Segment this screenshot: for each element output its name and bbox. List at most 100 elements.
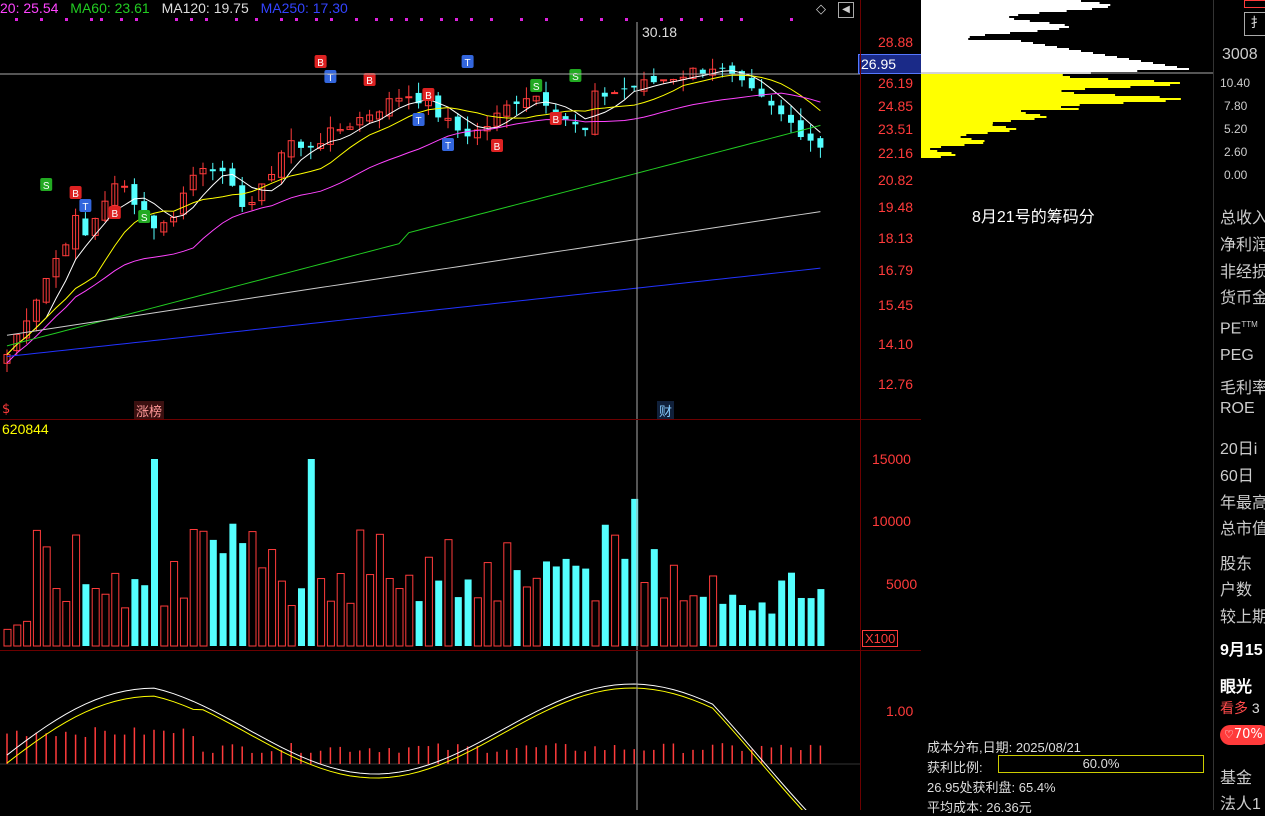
volume-bar	[543, 561, 550, 646]
volume-bar	[473, 597, 482, 647]
candle-body	[258, 183, 266, 202]
candle-body	[395, 97, 403, 102]
chip-bar	[921, 50, 1081, 52]
event-marker-list[interactable]: 涨榜	[134, 401, 165, 420]
ma120-line	[6, 211, 821, 336]
volume-bar	[346, 602, 355, 647]
ma120-legend: MA120: 19.75	[161, 0, 249, 16]
signal-marker-label: T	[82, 202, 88, 213]
signal-marker-label: B	[425, 91, 432, 102]
info-net-profit: 净利润	[1220, 237, 1265, 254]
candle-body	[317, 143, 325, 149]
candle-body	[709, 68, 717, 76]
candle-body	[513, 101, 520, 104]
volume-axis-label: 5000	[886, 576, 918, 592]
volume-bar	[758, 602, 766, 646]
chip-bar	[921, 56, 1117, 58]
chip-bar	[921, 0, 1081, 2]
chip-bar	[921, 78, 1109, 80]
chip-bar	[921, 62, 1153, 64]
event-marker-dollar[interactable]: $	[2, 402, 11, 417]
chip-bar	[921, 18, 1015, 20]
candle-body	[366, 114, 374, 122]
chip-annotation: 8月21号的筹码分	[972, 209, 1095, 226]
chip-scale-label: 10.40	[1220, 76, 1251, 90]
price-axis-label: 20.82	[878, 172, 914, 188]
candle-body	[601, 92, 608, 97]
chip-bar	[921, 92, 1075, 94]
info-vision[interactable]: 眼光	[1220, 679, 1253, 696]
chip-bar	[921, 122, 993, 124]
chip-bar	[921, 20, 1030, 22]
candle-body	[503, 104, 511, 117]
volume-bar	[131, 579, 139, 646]
info-peg: PEG	[1220, 347, 1254, 364]
price-axis-label: 18.13	[878, 230, 914, 246]
volume-bar	[42, 546, 51, 647]
chip-bar	[921, 96, 1160, 98]
candle-body	[151, 215, 157, 229]
volume-bar	[739, 605, 746, 646]
signal-marker-label: B	[366, 76, 373, 87]
volume-bar	[660, 597, 669, 647]
diamond-icon[interactable]: ◇	[816, 2, 826, 17]
candle-body	[758, 88, 765, 97]
volume-axis-label: 10000	[872, 513, 911, 529]
chip-bar	[921, 110, 1022, 112]
volume-bar	[298, 588, 305, 646]
volume-bar	[611, 534, 620, 647]
volume-bar	[650, 549, 658, 646]
candle-body	[788, 114, 794, 123]
volume-bar	[679, 600, 688, 647]
signal-marker-b	[69, 186, 82, 199]
candle-body	[454, 116, 461, 131]
top-tab[interactable]	[1244, 0, 1265, 8]
volume-bar	[32, 529, 41, 647]
volume-bar	[111, 572, 120, 647]
signal-marker-t	[79, 199, 92, 212]
info-market-cap: 总市值	[1220, 521, 1265, 538]
info-shareholders: 股东	[1220, 556, 1253, 573]
dot-marker	[390, 18, 393, 21]
candle-body	[650, 75, 657, 83]
candle-body	[32, 299, 40, 322]
event-marker-finance[interactable]: 财	[657, 401, 675, 420]
candle-body	[405, 96, 413, 99]
volume-bar	[640, 582, 649, 647]
chip-bar	[921, 98, 1181, 100]
dot-marker	[235, 18, 238, 21]
stock-code: 3008	[1222, 46, 1258, 63]
chip-bar	[921, 136, 961, 138]
signal-marker-label: S	[43, 181, 50, 192]
candle-body	[307, 145, 314, 148]
volume-bar	[797, 597, 805, 646]
volume-bar	[219, 553, 227, 646]
chip-scale-label: 7.80	[1224, 99, 1248, 113]
chip-bar	[921, 54, 1105, 56]
volume-bar	[454, 597, 462, 646]
ma20-line	[6, 92, 821, 364]
candle-body	[572, 121, 579, 125]
candle-body	[42, 277, 50, 303]
chip-bar	[921, 118, 1035, 120]
top-button[interactable]: 扌	[1244, 12, 1265, 36]
candle-body	[62, 244, 70, 257]
candle-body	[415, 92, 422, 104]
chip-bar	[921, 2, 1100, 4]
chip-bar	[921, 116, 1047, 118]
bullish-percent-badge[interactable]: ♡70%	[1220, 725, 1265, 745]
dot-marker	[375, 18, 378, 21]
signal-marker-label: B	[72, 189, 79, 200]
volume-bar	[435, 580, 443, 646]
ma250-line	[6, 267, 821, 357]
chip-bar	[921, 44, 1045, 46]
collapse-icon[interactable]: ◀	[838, 2, 854, 18]
volume-bar	[709, 575, 718, 647]
profit-ratio-label: 获利比例:	[927, 760, 983, 775]
dot-marker	[720, 18, 723, 21]
chip-bar	[921, 58, 1129, 60]
volume-bar	[82, 584, 90, 646]
chip-bar	[921, 106, 1062, 108]
